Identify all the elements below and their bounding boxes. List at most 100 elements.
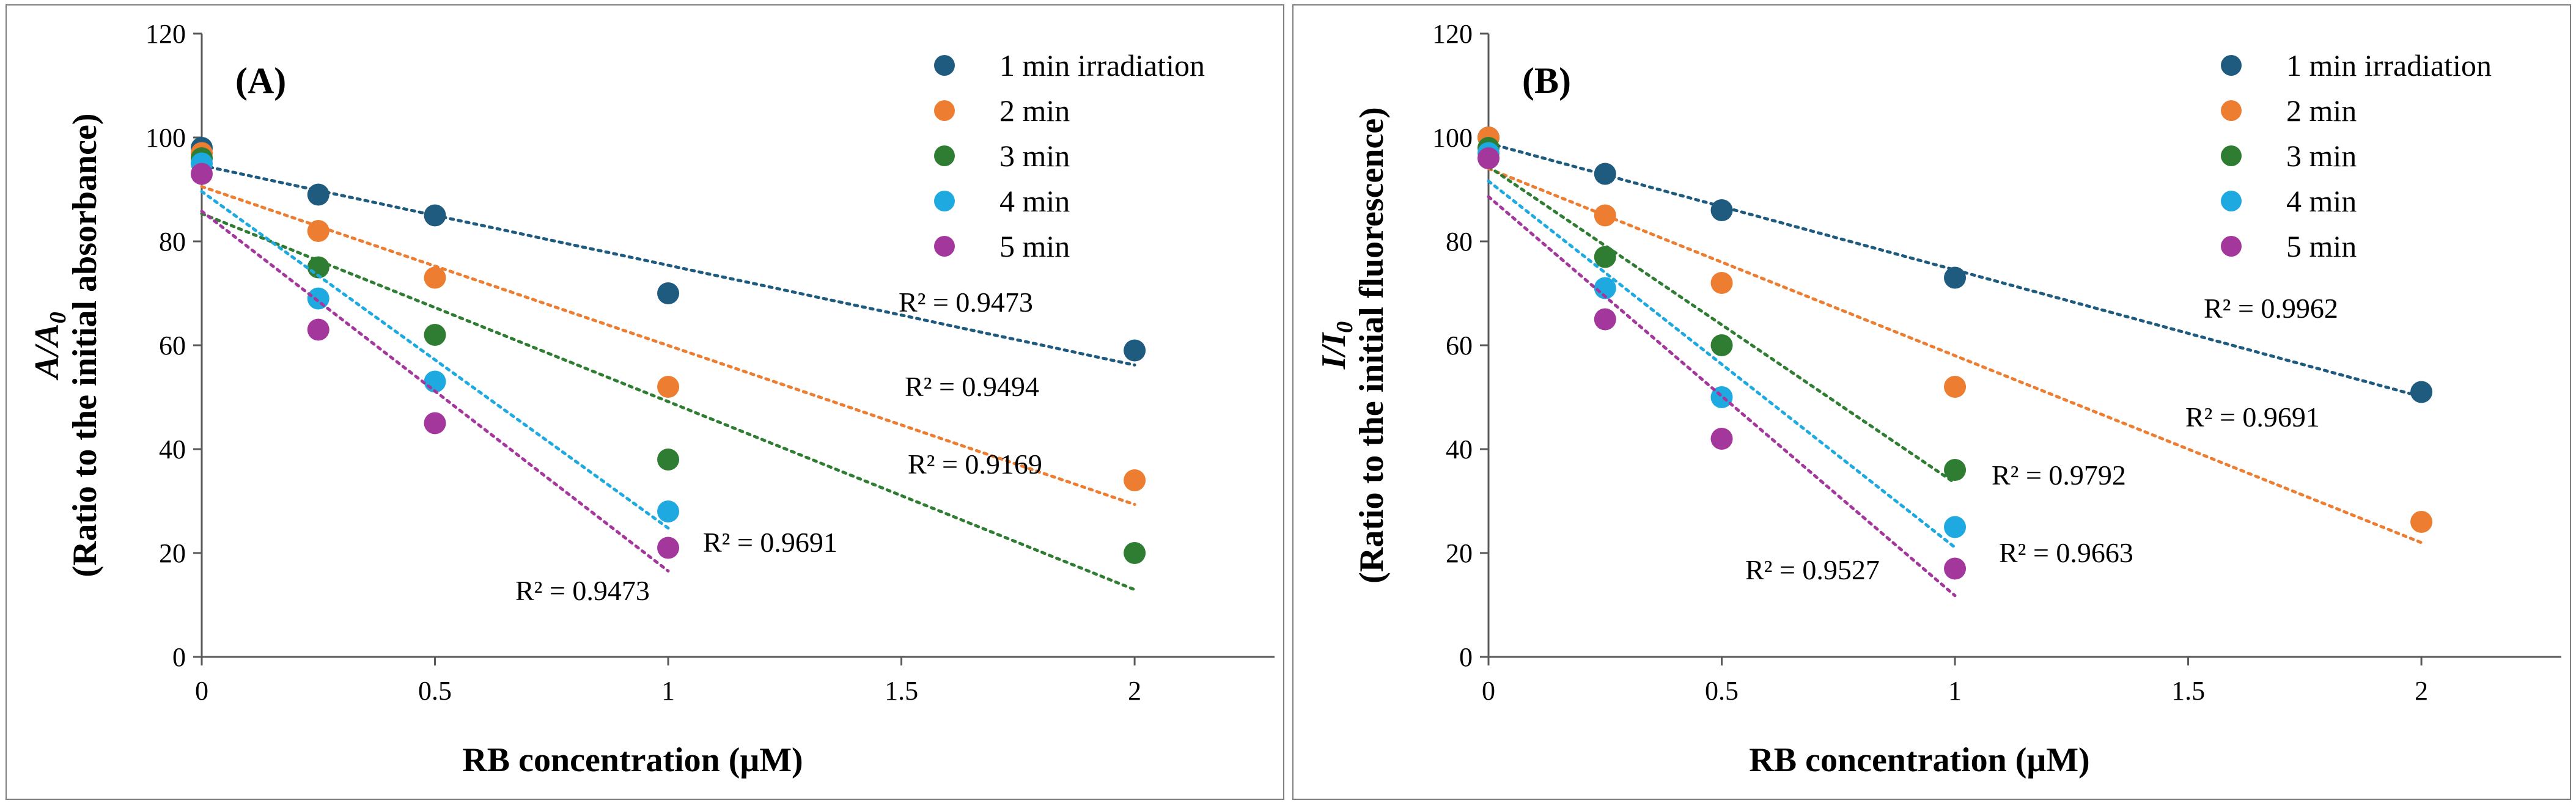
y-axis-title-symbol: A/A0 bbox=[28, 312, 71, 380]
data-point bbox=[1594, 246, 1616, 268]
legend-marker bbox=[2221, 55, 2242, 76]
y-axis-title: (Ratio to the initial absorbance) bbox=[66, 113, 104, 577]
y-tick-label: 120 bbox=[145, 19, 186, 49]
y-tick-label: 80 bbox=[1446, 227, 1473, 257]
r-squared-label: R² = 0.9473 bbox=[899, 287, 1033, 318]
y-tick-label: 60 bbox=[159, 331, 186, 361]
panel-a: 0 20 40 60 80 100 120 0 0.5 1 1.5 2 RB concentration… bbox=[6, 4, 1284, 800]
data-point bbox=[657, 282, 680, 304]
data-point bbox=[657, 537, 680, 559]
r-squared-label: R² = 0.9691 bbox=[2185, 401, 2320, 433]
data-point bbox=[1944, 557, 1967, 580]
legend-marker bbox=[934, 55, 955, 76]
r-squared-label: R² = 0.9663 bbox=[1999, 537, 2133, 568]
data-point bbox=[307, 287, 329, 310]
series-1: R² = 0.9962 bbox=[1478, 126, 2433, 403]
y-tick-label: 40 bbox=[159, 434, 186, 464]
legend-label: 4 min bbox=[2286, 184, 2357, 218]
chart-frame bbox=[6, 4, 1284, 800]
x-axis-title: RB concentration (μM) bbox=[1749, 741, 2089, 779]
data-point bbox=[424, 324, 446, 346]
trendline bbox=[200, 164, 1136, 367]
trendline bbox=[1487, 167, 2423, 544]
r-squared-label: R² = 0.9792 bbox=[1992, 460, 2126, 491]
data-point bbox=[1710, 272, 1733, 294]
data-point bbox=[307, 318, 329, 341]
y-tick-label: 40 bbox=[1446, 434, 1473, 464]
data-point bbox=[657, 376, 680, 398]
x-tick-label: 1 bbox=[1948, 676, 1962, 706]
legend-marker bbox=[2221, 236, 2242, 257]
legend-marker bbox=[2221, 100, 2242, 121]
y-tick-label: 120 bbox=[1432, 19, 1473, 49]
data-point bbox=[424, 266, 446, 289]
y-axis-title: (Ratio to the initial fluorescence) bbox=[1353, 107, 1391, 584]
y-tick-label: 60 bbox=[1446, 331, 1473, 361]
data-point bbox=[307, 220, 329, 242]
legend-marker bbox=[934, 236, 955, 257]
data-point bbox=[1594, 308, 1616, 331]
trendline bbox=[200, 212, 1136, 592]
r-squared-label: R² = 0.9962 bbox=[2204, 293, 2338, 324]
data-point bbox=[424, 412, 446, 434]
legend-label: 5 min bbox=[999, 229, 1070, 263]
panel-b: 0 20 40 60 80 100 120 0 0.5 1 1.5 2 RB concentration… bbox=[1292, 4, 2571, 800]
trendline bbox=[200, 185, 1136, 507]
legend-label: 4 min bbox=[999, 184, 1070, 218]
chart-frame bbox=[1292, 4, 2571, 800]
x-tick-label: 2 bbox=[2415, 676, 2428, 706]
data-point bbox=[1710, 199, 1733, 221]
legend-marker bbox=[934, 145, 955, 166]
r-squared-label: R² = 0.9169 bbox=[908, 449, 1042, 480]
data-point bbox=[1944, 266, 1967, 289]
r-squared-label: R² = 0.9691 bbox=[703, 527, 837, 558]
legend-label: 1 min irradiation bbox=[999, 48, 1205, 82]
x-tick-label: 0 bbox=[1482, 676, 1495, 706]
y-tick-label: 100 bbox=[145, 123, 186, 153]
x-tick-label: 2 bbox=[1128, 676, 1141, 706]
series-2: R² = 0.9494 bbox=[191, 142, 1146, 507]
data-point bbox=[1594, 163, 1616, 185]
y-tick-label: 20 bbox=[1446, 538, 1473, 568]
y-tick-label: 0 bbox=[172, 642, 186, 672]
legend-label: 2 min bbox=[2286, 93, 2357, 128]
trendline bbox=[200, 189, 670, 530]
data-point bbox=[657, 500, 680, 522]
data-point bbox=[1944, 459, 1967, 481]
x-tick-label: 1.5 bbox=[2171, 676, 2205, 706]
r-squared-label: R² = 0.9494 bbox=[905, 371, 1039, 402]
data-point bbox=[1944, 376, 1967, 398]
data-point bbox=[1710, 428, 1733, 450]
data-point bbox=[1944, 516, 1967, 538]
data-point bbox=[424, 204, 446, 227]
data-point bbox=[1594, 277, 1616, 299]
legend-label: 2 min bbox=[999, 93, 1070, 128]
x-tick-label: 1 bbox=[661, 676, 675, 706]
data-point bbox=[1710, 386, 1733, 408]
data-point bbox=[1478, 147, 1500, 169]
trendline bbox=[1487, 195, 1957, 598]
r-squared-label: R² = 0.9473 bbox=[515, 575, 650, 606]
data-point bbox=[424, 370, 446, 393]
series-5: R² = 0.9473 bbox=[191, 163, 680, 606]
series-2: R² = 0.9691 bbox=[1478, 126, 2433, 544]
legend-label: 1 min irradiation bbox=[2286, 48, 2492, 82]
data-point bbox=[1124, 542, 1146, 564]
data-point bbox=[1594, 204, 1616, 227]
r-squared-label: R² = 0.9527 bbox=[1745, 554, 1880, 585]
data-point bbox=[1710, 334, 1733, 356]
series-3: R² = 0.9792 bbox=[1478, 137, 2126, 491]
y-tick-label: 80 bbox=[159, 227, 186, 257]
series-5: R² = 0.9527 bbox=[1478, 147, 1967, 598]
trendline bbox=[1487, 179, 1957, 549]
series-4: R² = 0.9691 bbox=[191, 152, 837, 558]
legend-label: 3 min bbox=[999, 139, 1070, 173]
y-tick-label: 20 bbox=[159, 538, 186, 568]
panel-label: (B) bbox=[1522, 60, 1571, 101]
y-tick-label: 0 bbox=[1459, 642, 1473, 672]
data-point bbox=[1124, 469, 1146, 491]
trendline bbox=[200, 210, 670, 573]
y-axis-title-symbol: I/I0 bbox=[1315, 321, 1358, 370]
data-point bbox=[307, 183, 329, 206]
